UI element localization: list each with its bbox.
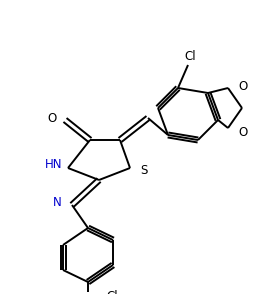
Text: O: O bbox=[238, 79, 247, 93]
Text: O: O bbox=[238, 126, 247, 138]
Text: Cl: Cl bbox=[106, 290, 118, 294]
Text: Cl: Cl bbox=[184, 51, 196, 64]
Text: N: N bbox=[53, 196, 62, 210]
Text: HN: HN bbox=[45, 158, 63, 171]
Text: O: O bbox=[48, 111, 57, 124]
Text: S: S bbox=[140, 163, 147, 176]
